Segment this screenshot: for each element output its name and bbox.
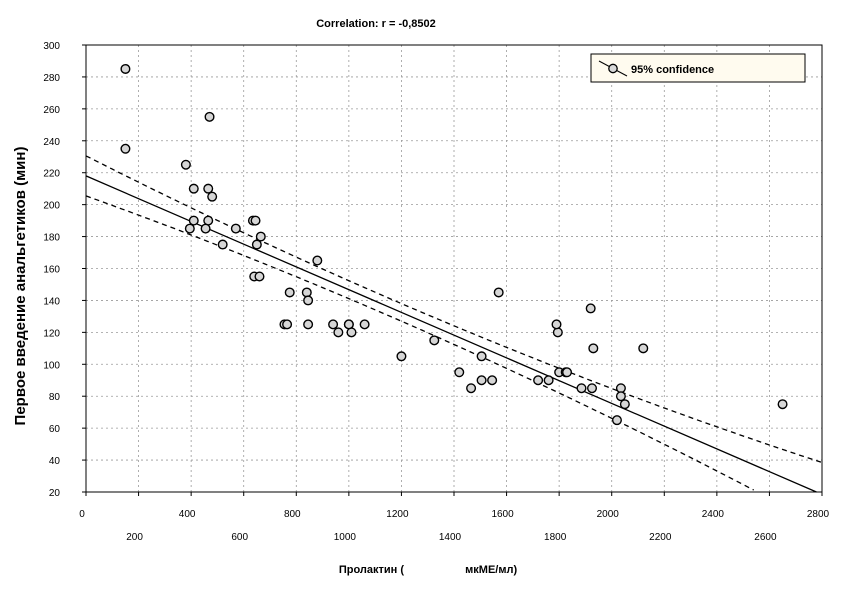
data-point bbox=[585, 303, 596, 314]
y-tick-label: 120 bbox=[43, 328, 60, 339]
y-tick-label: 40 bbox=[49, 456, 61, 467]
legend-marker-icon bbox=[608, 63, 618, 74]
x-tick-label: 1800 bbox=[544, 532, 567, 543]
y-tick-label: 200 bbox=[43, 201, 60, 212]
data-point bbox=[203, 183, 214, 194]
data-point bbox=[188, 183, 199, 194]
x-tick-label: 1000 bbox=[334, 532, 357, 543]
data-point bbox=[562, 367, 573, 378]
y-tick-label: 300 bbox=[43, 41, 60, 52]
data-point bbox=[303, 295, 314, 306]
data-point bbox=[230, 223, 241, 234]
data-point bbox=[396, 351, 407, 362]
x-tick-label: 2600 bbox=[754, 532, 777, 543]
y-tick-label: 160 bbox=[43, 265, 60, 276]
data-point bbox=[493, 287, 504, 298]
y-tick-label: 100 bbox=[43, 360, 60, 371]
x-tick-label: 2200 bbox=[649, 532, 672, 543]
data-point bbox=[255, 231, 266, 242]
data-point bbox=[466, 383, 477, 394]
data-point bbox=[638, 343, 649, 354]
data-point bbox=[343, 319, 354, 330]
x-tick-label: 0 bbox=[79, 509, 85, 520]
data-point bbox=[184, 223, 195, 234]
y-tick-label: 240 bbox=[43, 137, 60, 148]
x-tick-label: 200 bbox=[126, 532, 143, 543]
data-point bbox=[587, 383, 598, 394]
x-tick-label: 2800 bbox=[807, 509, 830, 520]
data-point bbox=[328, 319, 339, 330]
y-tick-label: 60 bbox=[49, 424, 61, 435]
data-point bbox=[284, 287, 295, 298]
axis-ticks: 20 40 60 80 100 120 140 160 180 200 220 240 260 280 30… bbox=[43, 41, 829, 543]
x-tick-label: 1200 bbox=[386, 509, 409, 520]
y-tick-label: 20 bbox=[49, 488, 61, 499]
data-point bbox=[180, 159, 191, 170]
data-point bbox=[312, 255, 323, 266]
x-tick-label: 2000 bbox=[597, 509, 620, 520]
x-tick-label: 1600 bbox=[491, 509, 514, 520]
data-point bbox=[588, 343, 599, 354]
data-point bbox=[301, 287, 312, 298]
x-tick-label: 800 bbox=[284, 509, 301, 520]
x-tick-label: 600 bbox=[231, 532, 248, 543]
data-point bbox=[282, 319, 293, 330]
data-point bbox=[454, 367, 465, 378]
data-point bbox=[217, 239, 228, 250]
data-point bbox=[615, 391, 626, 402]
data-point bbox=[200, 223, 211, 234]
data-point bbox=[333, 327, 344, 338]
y-axis-title: Первое введение анальгетиков (мин) bbox=[12, 147, 29, 426]
data-point bbox=[619, 399, 630, 410]
data-point bbox=[188, 215, 199, 226]
data-point bbox=[487, 375, 498, 386]
data-point bbox=[120, 143, 131, 154]
data-point bbox=[576, 383, 587, 394]
data-point bbox=[551, 319, 562, 330]
legend-label: 95% confidence bbox=[631, 64, 714, 76]
y-tick-label: 180 bbox=[43, 233, 60, 244]
y-tick-label: 220 bbox=[43, 169, 60, 180]
data-point bbox=[120, 63, 131, 74]
y-tick-label: 80 bbox=[49, 392, 61, 403]
chart-title: Correlation: r = -0,8502 bbox=[316, 18, 436, 30]
data-point bbox=[476, 351, 487, 362]
legend: 95% confidence bbox=[590, 53, 806, 83]
data-point bbox=[204, 111, 215, 122]
data-point bbox=[777, 399, 788, 410]
confidence-lower-line bbox=[85, 195, 754, 491]
x-tick-label: 1400 bbox=[439, 532, 462, 543]
data-point bbox=[251, 239, 262, 250]
data-point bbox=[359, 319, 370, 330]
x-tick-label: 2400 bbox=[702, 509, 725, 520]
data-point bbox=[552, 327, 563, 338]
x-axis-title: Пролактин ( мкМЕ/мл) bbox=[339, 564, 518, 576]
data-point bbox=[250, 215, 261, 226]
y-tick-label: 260 bbox=[43, 105, 60, 116]
data-point bbox=[429, 335, 440, 346]
data-point bbox=[543, 375, 554, 386]
data-point bbox=[476, 375, 487, 386]
x-tick-label: 400 bbox=[179, 509, 196, 520]
data-point bbox=[611, 415, 622, 426]
y-tick-label: 280 bbox=[43, 73, 60, 84]
data-points bbox=[120, 63, 788, 426]
data-point bbox=[533, 375, 544, 386]
data-point bbox=[207, 191, 218, 202]
legend-box bbox=[590, 53, 806, 83]
data-point bbox=[254, 271, 265, 282]
y-tick-label: 140 bbox=[43, 296, 60, 307]
data-point bbox=[303, 319, 314, 330]
